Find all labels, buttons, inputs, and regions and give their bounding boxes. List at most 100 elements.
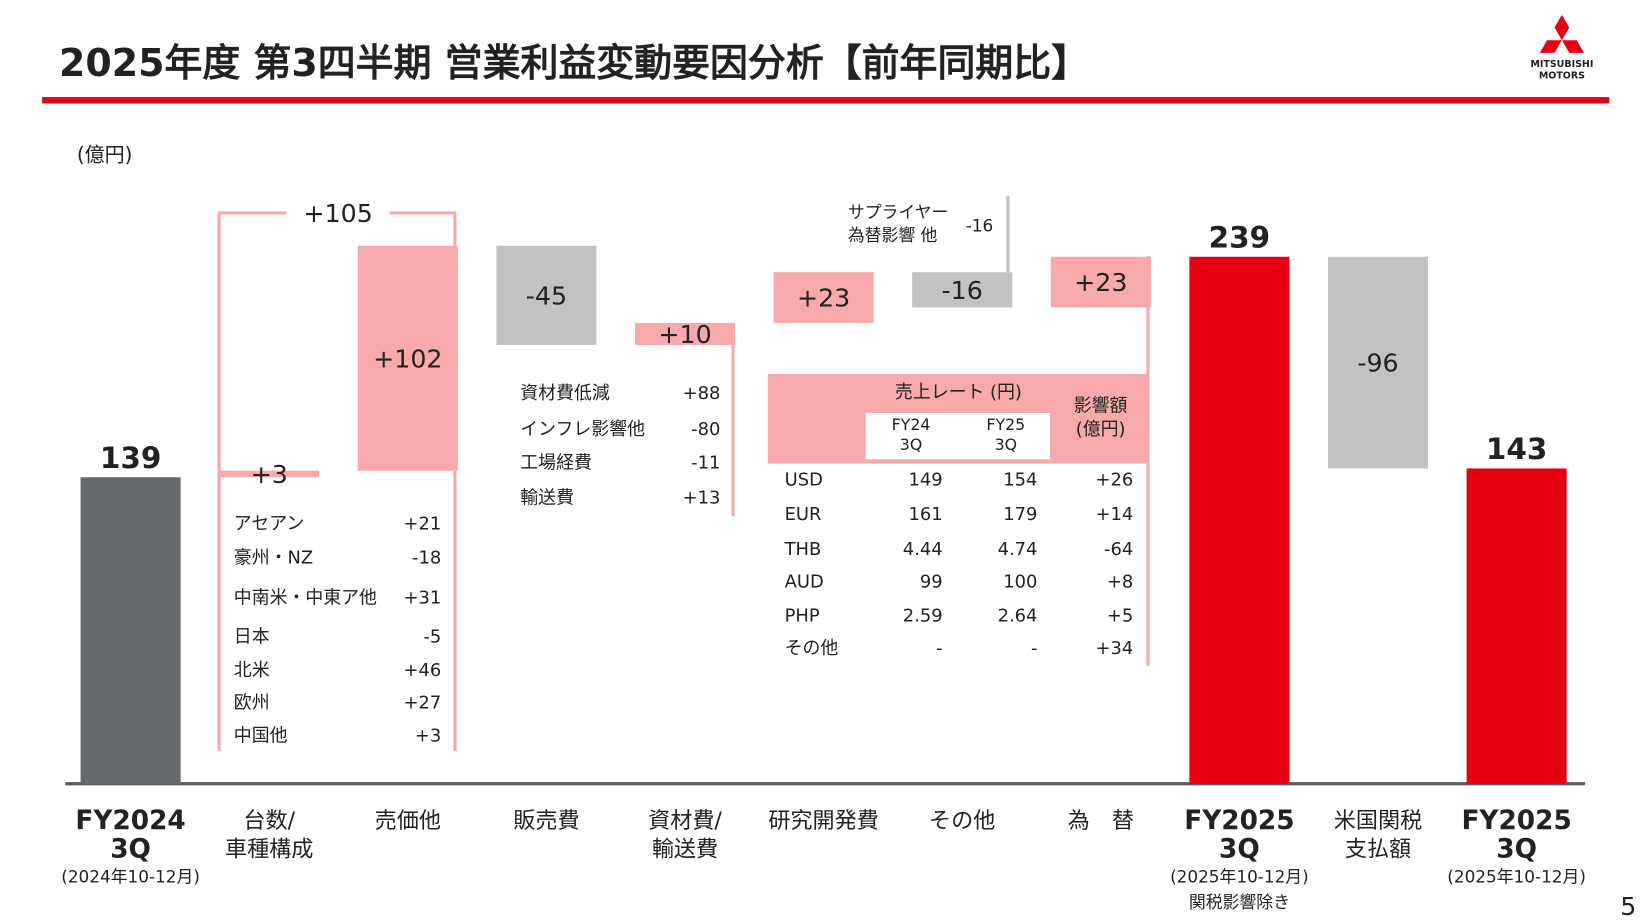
value-label: +10	[658, 320, 711, 349]
fx-cell: 4.74	[998, 539, 1038, 560]
fx-cell: 149	[908, 469, 942, 490]
fx-cell: 100	[1003, 572, 1037, 593]
fx-cell: 2.64	[998, 605, 1038, 626]
fx-cell: AUD	[785, 572, 824, 593]
breakdown-value: +31	[404, 587, 442, 608]
category-label: 研究開発費	[768, 808, 879, 834]
category-label: 売価他	[375, 808, 441, 834]
bar	[219, 470, 320, 478]
bar	[912, 272, 1013, 308]
annotation-text: 為替影響 他	[848, 225, 938, 245]
fx-cell: +5	[1107, 605, 1133, 626]
category-label: 輸送費	[652, 837, 718, 863]
category-label: 3Q	[1496, 835, 1537, 865]
fx-cell: -64	[1104, 539, 1133, 560]
annotation-text: サプライヤー	[848, 202, 949, 222]
breakdown-value: +46	[404, 660, 442, 681]
bar	[80, 477, 181, 784]
category-label: FY2025	[1461, 806, 1571, 836]
fx-column-header: FY25	[986, 415, 1025, 434]
value-label: -16	[942, 276, 983, 305]
category-label: 3Q	[1219, 835, 1260, 865]
group-total-label: +105	[303, 199, 372, 228]
category-label: 車種構成	[225, 837, 313, 863]
bar	[634, 322, 736, 345]
bar	[1327, 256, 1429, 469]
category-note: (2025年10-12月)	[1447, 866, 1586, 886]
value-label: -96	[1357, 349, 1398, 378]
annotation-value: -16	[966, 216, 994, 236]
logo-mark	[1539, 14, 1585, 53]
category-label: 為 替	[1068, 808, 1134, 834]
fx-cell: +14	[1095, 504, 1133, 525]
category-label: 3Q	[110, 835, 151, 865]
category-note: (2025年10-12月)	[1170, 866, 1309, 886]
breakdown-value: +88	[683, 383, 721, 404]
breakdown-label: 豪州・NZ	[234, 547, 313, 568]
fx-cell: -	[936, 638, 942, 659]
breakdown-label: 日本	[234, 626, 270, 647]
category-label: 販売費	[513, 808, 579, 834]
slide-title: 2025年度 第3四半期 営業利益変動要因分析【前年同期比】	[59, 41, 1089, 85]
fx-cell: PHP	[785, 605, 820, 626]
category-label: 支払額	[1345, 837, 1411, 863]
fx-cell: その他	[785, 638, 839, 659]
bar	[357, 245, 458, 471]
logo-text: MITSUBISHI	[1530, 59, 1593, 70]
breakdown-label: 資材費低減	[520, 383, 610, 404]
bar	[773, 272, 874, 323]
value-label: 239	[1209, 220, 1271, 254]
unit-label: (億円)	[77, 143, 133, 167]
bar	[1189, 256, 1290, 784]
breakdown-label: 中国他	[234, 725, 288, 746]
fx-column-header: 3Q	[995, 435, 1017, 454]
fx-cell: THB	[784, 539, 822, 560]
breakdown-value: -80	[691, 419, 720, 440]
fx-column-header: 3Q	[900, 435, 922, 454]
fx-cell: EUR	[785, 504, 822, 525]
category-label: 資材費/	[648, 808, 722, 834]
breakdown-value: -11	[691, 453, 720, 474]
fx-cell: 99	[920, 572, 943, 593]
value-label: -45	[526, 281, 567, 310]
category-label: その他	[929, 808, 995, 834]
breakdown-label: 輸送費	[520, 487, 574, 508]
value-label: 143	[1486, 432, 1548, 466]
breakdown-label: 北米	[234, 660, 270, 681]
fx-impact-header: 影響額	[1074, 396, 1128, 417]
category-note: (2024年10-12月)	[61, 866, 200, 886]
fx-cell: 4.44	[903, 539, 943, 560]
fx-header: 売上レート (円)	[895, 382, 1022, 403]
fx-cell: 179	[1003, 504, 1037, 525]
value-label: +23	[1074, 268, 1127, 297]
breakdown-label: アセアン	[234, 514, 304, 535]
breakdown-label: 工場経費	[520, 453, 592, 474]
breakdown-value: -18	[412, 547, 441, 568]
fx-cell: USD	[785, 469, 823, 490]
category-label: FY2025	[1184, 806, 1294, 836]
fx-cell: 161	[908, 504, 942, 525]
fx-subheader-box	[865, 413, 1051, 460]
fx-cell: +8	[1107, 572, 1133, 593]
category-label: 米国関税	[1334, 808, 1422, 834]
fx-cell: -	[1031, 638, 1037, 659]
breakdown-label: 中南米・中東ア他	[234, 587, 377, 608]
fx-cell: 2.59	[903, 605, 943, 626]
category-label: 台数/	[243, 808, 295, 834]
category-note: 関税影響除き	[1189, 892, 1290, 912]
breakdown-value: -5	[423, 626, 441, 647]
bar	[1466, 468, 1567, 784]
logo-text: MOTORS	[1539, 71, 1585, 82]
page-number: 5	[1620, 892, 1636, 921]
value-label: +3	[251, 460, 288, 489]
breakdown-value: +21	[404, 514, 442, 535]
group-bracket	[217, 211, 457, 752]
value-label: 139	[100, 441, 162, 475]
category-label: FY2024	[75, 806, 185, 836]
fx-cell: 154	[1003, 469, 1037, 490]
bar	[1050, 256, 1151, 308]
fx-cell: +26	[1095, 469, 1133, 490]
breakdown-label: 欧州	[234, 693, 270, 714]
fx-impact-header: (億円)	[1076, 419, 1126, 440]
